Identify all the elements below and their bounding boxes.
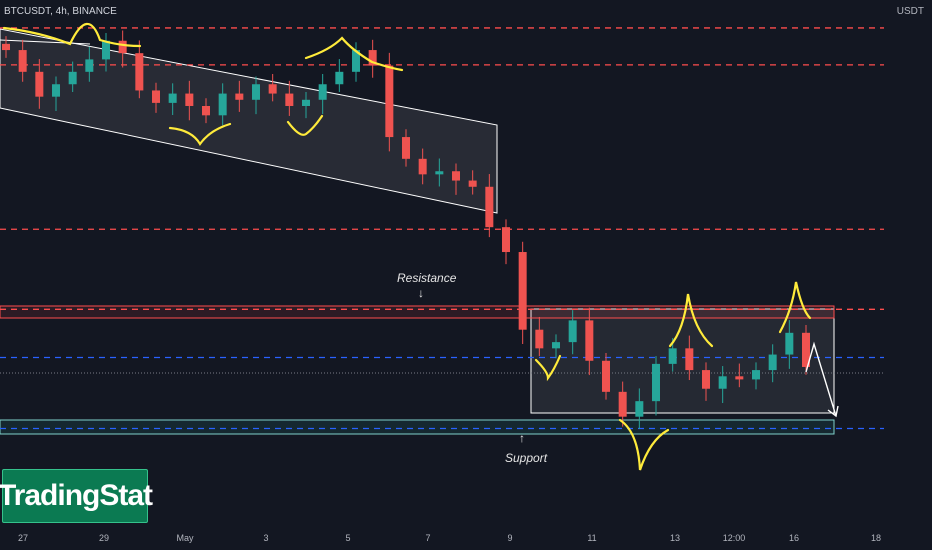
time-tick-0: 27: [18, 533, 28, 543]
candle-body-11: [185, 93, 194, 106]
support-arrow-icon: ↑: [519, 431, 525, 445]
resistance-arrow-icon: ↓: [418, 286, 424, 300]
swing-marker-1: [168, 122, 232, 147]
candle-body-6: [102, 40, 110, 60]
candle-body-15: [252, 84, 260, 100]
candle-body-33: [552, 342, 560, 349]
candle-body-8: [135, 53, 144, 91]
candle-body-9: [152, 90, 160, 103]
swing-marker-4: [534, 354, 562, 382]
time-tick-3: 3: [263, 533, 268, 543]
candle-body-7: [118, 40, 127, 54]
candle-body-42: [702, 370, 710, 389]
candle-body-18: [302, 99, 310, 106]
candle-body-37: [618, 391, 627, 417]
candle-body-24: [402, 137, 410, 159]
candle-body-46: [768, 354, 777, 371]
candle-body-10: [168, 93, 177, 103]
time-tick-2: May: [176, 533, 194, 543]
swing-marker-3: [286, 114, 324, 136]
candle-body-40: [668, 348, 677, 364]
candle-body-2: [35, 71, 44, 97]
price-axis[interactable]: [884, 0, 932, 550]
candle-body-35: [585, 320, 594, 361]
candle-body-31: [518, 252, 527, 330]
candle-body-48: [802, 332, 810, 367]
candle-body-45: [752, 370, 760, 380]
candle-body-30: [502, 227, 510, 253]
candle-body-41: [685, 348, 694, 371]
time-tick-5: 7: [425, 533, 430, 543]
candle-body-23: [385, 65, 394, 138]
candle-body-39: [652, 363, 660, 402]
time-tick-6: 9: [507, 533, 512, 543]
time-tick-11: 18: [871, 533, 881, 543]
candle-body-21: [352, 50, 360, 72]
candle-body-28: [468, 180, 477, 187]
support-zone: [0, 419, 835, 435]
candle-body-32: [535, 329, 544, 349]
candle-body-22: [368, 50, 377, 66]
support-annotation: Support: [505, 451, 548, 465]
candle-body-34: [568, 320, 577, 343]
time-tick-8: 13: [670, 533, 680, 543]
candle-body-36: [602, 360, 610, 392]
projection-path: [805, 341, 837, 417]
currency-unit: USDT: [896, 6, 924, 17]
time-tick-9: 12:00: [723, 533, 746, 543]
candle-body-29: [485, 186, 494, 228]
candle-body-3: [52, 84, 60, 97]
descending-channel: [0, 28, 498, 214]
candle-body-13: [218, 93, 227, 116]
candle-body-38: [635, 401, 644, 417]
candle-body-1: [18, 50, 27, 72]
time-tick-1: 29: [99, 533, 109, 543]
candle-body-5: [85, 59, 94, 72]
candle-body-19: [318, 84, 327, 100]
candle-body-17: [285, 93, 294, 106]
candle-body-14: [235, 93, 244, 100]
candle-body-43: [718, 376, 727, 389]
swing-marker-2: [304, 36, 404, 72]
tradingstat-logo: TradingStat: [0, 469, 153, 523]
candle-body-0: [2, 43, 10, 51]
resistance-annotation: Resistance: [397, 271, 457, 285]
symbol-title: BTCUSDT, 4h, BINANCE: [4, 6, 117, 17]
channel-midline: [0, 39, 91, 45]
swing-marker-6: [668, 293, 714, 348]
candle-body-26: [435, 171, 444, 175]
candle-body-20: [335, 71, 344, 85]
resistance-zone: [0, 305, 835, 319]
candle-body-44: [735, 376, 744, 380]
time-tick-4: 5: [345, 533, 350, 543]
swing-marker-7: [778, 281, 812, 334]
projection-arrowhead-icon: [827, 405, 839, 418]
candle-body-16: [268, 84, 277, 94]
candle-body-27: [452, 171, 460, 181]
candle-body-12: [202, 105, 210, 116]
candle-body-47: [785, 332, 794, 355]
swing-marker-0: [2, 22, 142, 48]
swing-marker-5: [618, 418, 670, 471]
time-tick-7: 11: [587, 533, 596, 543]
candle-body-4: [68, 71, 77, 85]
time-tick-10: 16: [789, 533, 799, 543]
candle-body-25: [418, 158, 427, 175]
